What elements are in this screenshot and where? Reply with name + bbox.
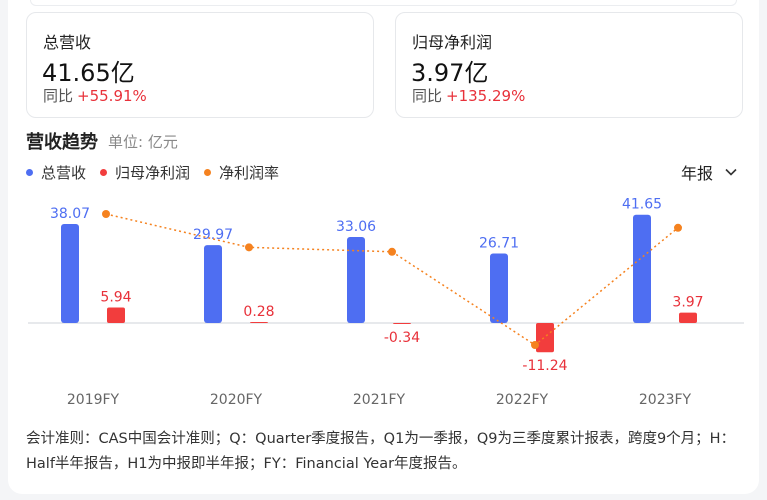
net-profit-bar [250,322,268,323]
revenue-bar [61,224,79,323]
chevron-down-icon [725,168,737,176]
x-tick-label: 2021FY [353,392,406,408]
legend-dot-net-profit [100,168,108,176]
period-select[interactable]: 年报 [681,162,737,183]
revenue-trend-chart: 38.07 5.94 2019FY 29.97 0.28 2020FY 33.06 -0.34… [28,197,744,408]
revenue-value: 41.65亿 [42,59,135,87]
net-profit-bar [393,323,411,324]
margin-point [388,247,396,256]
revenue-data-label: 26.71 [479,236,519,252]
revenue-yoy-label: 同比 [43,87,74,105]
x-tick-label: 2023FY [639,392,692,408]
section-title: 营收趋势 [26,132,98,153]
revenue-card[interactable]: 总营收 41.65亿 同比 +55.91% [26,12,374,118]
net-profit-bar [679,312,697,323]
revenue-bar [347,237,365,323]
revenue-yoy-value: +55.91% [77,87,147,105]
revenue-yoy: 同比 +55.91% [43,85,147,106]
net-profit-label: 归母净利润 [412,33,493,52]
legend-item-margin[interactable]: 净利润率 [204,162,279,183]
revenue-bar [204,245,222,323]
margin-point [245,243,253,252]
net-profit-yoy-value: +135.29% [446,87,526,105]
previous-card-edge [30,0,737,6]
revenue-data-label: 33.06 [336,219,376,235]
chart-legend: 总营收 归母净利润 净利润率 [26,162,293,182]
net-profit-value: 3.97亿 [411,59,489,87]
net-profit-card[interactable]: 归母净利润 3.97亿 同比 +135.29% [395,12,743,118]
legend-label-net-profit: 归母净利润 [115,163,191,182]
x-tick-label: 2020FY [210,392,263,408]
revenue-data-label: 41.65 [622,197,662,213]
legend-dot-revenue [26,168,33,176]
revenue-data-label: 29.97 [193,227,233,243]
legend-item-net-profit[interactable]: 归母净利润 [100,162,190,183]
x-tick-label: 2019FY [67,392,120,408]
margin-point [674,223,682,232]
revenue-bar [490,253,508,323]
legend-dot-margin [204,168,212,176]
net-profit-data-label: -0.34 [384,330,420,346]
x-tick-label: 2022FY [496,392,549,408]
net-profit-data-label: -11.24 [522,358,567,374]
margin-point [531,341,539,349]
legend-item-revenue[interactable]: 总营收 [26,162,86,183]
net-profit-data-label: 5.94 [100,290,131,306]
net-profit-bar [536,323,554,353]
net-profit-data-label: 3.97 [672,295,703,311]
revenue-data-label: 38.07 [50,206,90,222]
margin-line [105,213,679,346]
net-profit-yoy-label: 同比 [412,87,443,105]
net-profit-yoy: 同比 +135.29% [412,85,525,106]
section-unit: 单位: 亿元 [108,133,178,151]
legend-label-revenue: 总营收 [41,163,87,182]
accounting-note: 会计准则：CAS中国会计准则；Q：Quarter季度报告，Q1为一季报，Q9为三… [26,431,736,472]
net-profit-data-label: 0.28 [243,304,274,320]
legend-label-margin: 净利润率 [219,163,280,182]
net-profit-bar [107,307,125,323]
revenue-label: 总营收 [43,33,92,52]
revenue-bar [633,214,651,323]
period-select-value: 年报 [681,164,714,183]
margin-point [102,210,110,218]
